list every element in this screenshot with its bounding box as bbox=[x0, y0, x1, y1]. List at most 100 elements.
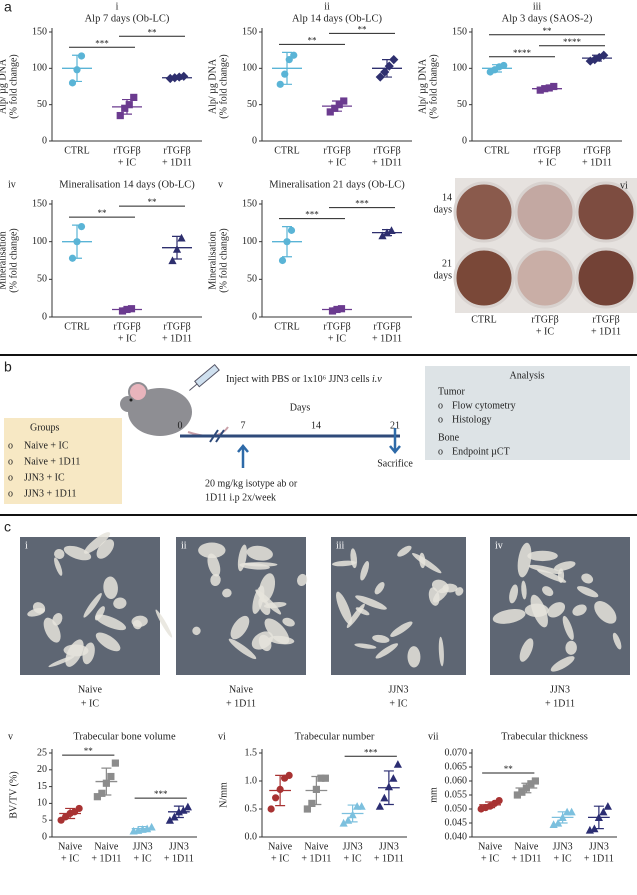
bone-fragment bbox=[509, 584, 519, 604]
panel-label: c bbox=[4, 519, 11, 535]
bone-fragment bbox=[27, 608, 46, 617]
error-bar bbox=[592, 54, 602, 62]
column-label: CTRL bbox=[471, 314, 497, 325]
x-tick-label: Naive bbox=[94, 841, 118, 852]
bone-fragment bbox=[554, 561, 576, 571]
bone-fragment bbox=[65, 639, 84, 667]
data-point bbox=[285, 771, 293, 780]
x-tick-label: Naive bbox=[268, 841, 292, 852]
y-tick-label: 0.045 bbox=[445, 817, 468, 828]
bone-fragment bbox=[407, 646, 421, 668]
bone-fragment bbox=[54, 557, 63, 576]
data-point bbox=[380, 793, 389, 802]
x-tick-label: JJN3 bbox=[343, 841, 363, 852]
y-axis-label: (% fold change) bbox=[8, 54, 19, 118]
bone-fragment bbox=[375, 643, 399, 659]
x-tick-label: Naive bbox=[304, 841, 328, 852]
timeline-label: 7 bbox=[241, 420, 246, 431]
data-point bbox=[290, 51, 298, 59]
data-point bbox=[98, 789, 106, 797]
error-bar bbox=[382, 59, 392, 78]
x-tick-label: + IC bbox=[481, 853, 499, 864]
treatment: 1D11 i.p 2x/week bbox=[205, 492, 276, 503]
y-tick-label: 0 bbox=[42, 831, 47, 842]
y-tick-label: 100 bbox=[242, 63, 257, 74]
significance-label: ** bbox=[84, 746, 94, 756]
significance-label: *** bbox=[305, 210, 319, 220]
data-point bbox=[165, 816, 174, 824]
arrow bbox=[237, 444, 249, 468]
x-tick-label: + 1D11 bbox=[162, 157, 192, 168]
bone-fragment bbox=[565, 640, 577, 655]
x-tick-label: JJN3 bbox=[169, 841, 189, 852]
data-point bbox=[308, 799, 316, 807]
well bbox=[575, 247, 637, 309]
bone-fragment bbox=[438, 636, 444, 667]
data-point bbox=[389, 774, 398, 782]
bone-fragment bbox=[372, 634, 390, 643]
y-tick-label: 100 bbox=[32, 63, 47, 74]
data-point bbox=[599, 807, 608, 816]
group-item: JJN3 + 1D11 bbox=[24, 488, 77, 499]
well bbox=[575, 181, 637, 243]
y-tick-label: 20 bbox=[37, 764, 47, 775]
x-tick-label: rTGFβ bbox=[323, 145, 350, 156]
significance-label: ** bbox=[308, 35, 318, 45]
bone-fragment bbox=[198, 542, 226, 559]
error-bar bbox=[282, 226, 292, 258]
data-point bbox=[77, 223, 86, 231]
bone-fragment bbox=[282, 617, 295, 627]
y-tick-label: 150 bbox=[452, 26, 467, 37]
data-point bbox=[177, 233, 186, 242]
chart-roman: i bbox=[116, 1, 119, 12]
chart-title: Alp 3 days (SAOS-2) bbox=[502, 13, 593, 24]
data-point bbox=[337, 305, 346, 313]
data-point bbox=[567, 807, 576, 816]
analysis-heading: Bone bbox=[438, 432, 460, 443]
bullet: o bbox=[8, 488, 13, 499]
bone-fragment bbox=[557, 568, 565, 583]
y-axis-label: (% fold change) bbox=[218, 54, 229, 118]
break-mark bbox=[209, 429, 225, 443]
x-tick-label: rTGFβ bbox=[373, 321, 400, 332]
injection-text: Inject with PBS or 1x10⁶ JJN3 cells i.v bbox=[226, 374, 382, 385]
image-caption: + 1D11 bbox=[226, 698, 256, 709]
y-tick-label: 50 bbox=[247, 99, 257, 110]
bone-fragment bbox=[455, 587, 464, 596]
data-point bbox=[389, 55, 399, 65]
treatment: 20 mg/kg isotype ab or bbox=[205, 478, 298, 489]
timeline-label: 21 bbox=[390, 420, 400, 431]
y-tick-label: 25 bbox=[37, 747, 47, 758]
group-item: JJN3 + IC bbox=[24, 472, 65, 483]
y-tick-label: 0.065 bbox=[445, 761, 468, 772]
error-bar bbox=[492, 64, 502, 73]
error-bar bbox=[72, 54, 82, 83]
error-bar bbox=[101, 767, 112, 796]
data-point bbox=[603, 802, 612, 810]
y-tick-label: 0 bbox=[252, 135, 257, 146]
bone-fragment bbox=[96, 539, 115, 559]
groups-box bbox=[4, 418, 122, 504]
bone-fragment bbox=[354, 643, 377, 649]
well bbox=[453, 181, 515, 243]
x-tick-label: + IC bbox=[554, 853, 572, 864]
days-label: Days bbox=[290, 402, 311, 413]
x-tick-label: + 1D11 bbox=[164, 853, 194, 864]
x-tick-label: Naive bbox=[514, 841, 538, 852]
analysis-title: Analysis bbox=[510, 370, 545, 381]
significance-label: **** bbox=[563, 37, 582, 47]
data-point bbox=[278, 256, 287, 265]
y-axis-label: Alp/ µg DNA bbox=[207, 58, 218, 114]
x-tick-label: + 1D11 bbox=[511, 853, 541, 864]
data-point bbox=[303, 805, 311, 813]
image-roman: ii bbox=[181, 540, 187, 551]
image-roman: iv bbox=[495, 540, 503, 551]
route: i.v bbox=[372, 374, 382, 385]
chart-title: Trabecular number bbox=[295, 731, 375, 742]
data-point bbox=[536, 86, 544, 94]
chart-roman: vii bbox=[428, 731, 439, 742]
bone-fragment bbox=[530, 594, 548, 628]
data-point bbox=[531, 777, 539, 785]
significance-label: ** bbox=[504, 764, 514, 774]
x-tick-label: Naive bbox=[58, 841, 82, 852]
